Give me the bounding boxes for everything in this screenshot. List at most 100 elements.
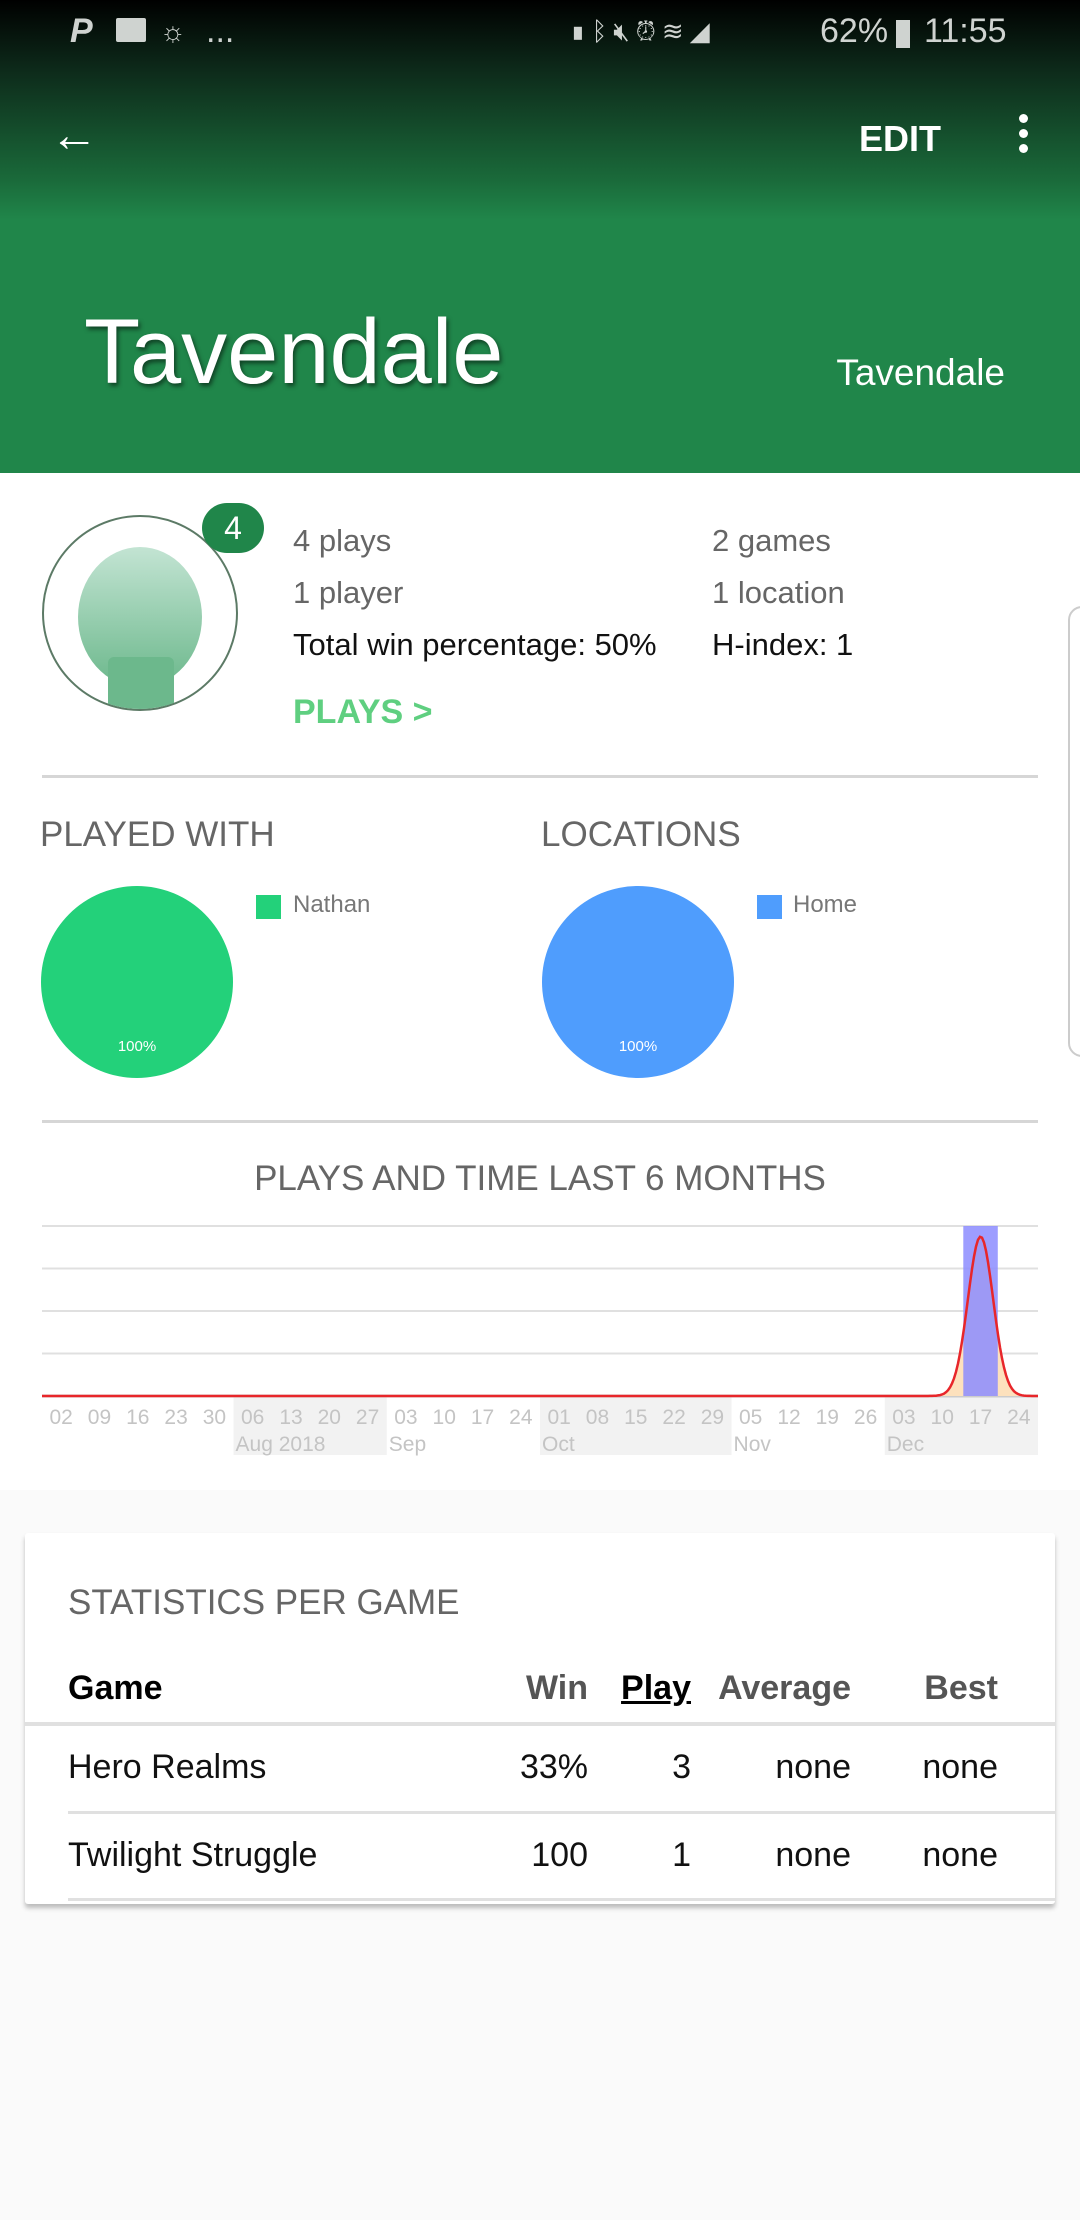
played-with-pie-slice[interactable]: 100% <box>41 886 233 1078</box>
time-area <box>42 1236 1038 1396</box>
more-vert-icon <box>1018 114 1028 153</box>
row-divider <box>68 1811 1055 1814</box>
games-count: 2 games <box>712 523 831 558</box>
battery-saver-icon: ▮ <box>570 16 592 46</box>
x-tick-label: 10 <box>433 1406 456 1429</box>
x-tick-label: 06 <box>241 1406 264 1429</box>
x-tick-label: 08 <box>586 1406 609 1429</box>
play-value: 1 <box>672 1836 691 1874</box>
locations-count: 1 location <box>712 575 845 610</box>
x-tick-label: 26 <box>854 1406 877 1429</box>
avatar <box>42 515 238 711</box>
time-line <box>42 1235 1038 1398</box>
x-tick-label: 01 <box>547 1406 570 1429</box>
divider <box>42 1120 1038 1123</box>
x-tick-label: 03 <box>394 1406 417 1429</box>
battery-icon <box>896 20 910 48</box>
column-header-game[interactable]: Game <box>68 1669 163 1707</box>
table-row[interactable]: Hero Realms 33% 3 none none <box>25 1726 1055 1812</box>
back-arrow-icon: ← <box>50 109 98 162</box>
x-tick-label: 03 <box>892 1406 915 1429</box>
legend-swatch <box>256 895 281 919</box>
page-title: Tavendale <box>84 301 504 403</box>
x-tick-label: 17 <box>969 1406 992 1429</box>
month-label: Nov <box>734 1433 772 1456</box>
play-count-badge: 4 <box>202 503 264 553</box>
row-divider <box>68 1898 1055 1901</box>
play-value: 3 <box>672 1748 691 1786</box>
players-count: 1 player <box>293 575 404 610</box>
average-value: none <box>775 1836 851 1874</box>
battery-level: 62% <box>820 12 889 50</box>
plays-link[interactable]: PLAYS > <box>293 693 433 731</box>
column-header-best[interactable]: Best <box>924 1669 998 1707</box>
statistics-card: STATISTICS PER GAME Game Win Play Averag… <box>25 1533 1055 1904</box>
x-tick-label: 10 <box>931 1406 954 1429</box>
edit-button[interactable]: EDIT <box>859 118 942 159</box>
x-tick-label: 17 <box>471 1406 494 1429</box>
header: P ☼ ... ▮ᛒ🔇︎⏰︎≋◢ 62% 11:55 ← EDIT Tavend… <box>0 0 1080 473</box>
more-options-button[interactable] <box>1008 114 1038 160</box>
x-tick-label: 12 <box>777 1406 800 1429</box>
win-value: 33% <box>519 1748 588 1786</box>
x-tick-label: 15 <box>624 1406 647 1429</box>
win-percentage: Total win percentage: 50% <box>293 627 657 662</box>
best-value: none <box>922 1748 998 1786</box>
chart-title: PLAYS AND TIME LAST 6 MONTHS <box>254 1159 826 1198</box>
locations-pie-slice[interactable]: 100% <box>542 886 734 1078</box>
locations-title: LOCATIONS <box>541 815 741 854</box>
x-tick-label: 19 <box>816 1406 839 1429</box>
plays-bar <box>963 1226 998 1396</box>
win-value: 100 <box>531 1836 588 1874</box>
back-button[interactable]: ← <box>50 108 98 163</box>
legend-label-nathan: Nathan <box>293 891 371 918</box>
x-tick-label: 30 <box>203 1406 226 1429</box>
month-band <box>540 1396 732 1455</box>
pie-slice-label: 100% <box>618 1038 658 1055</box>
pie-slice-label: 100% <box>117 1038 157 1055</box>
x-tick-label: 02 <box>49 1406 72 1429</box>
x-tick-label: 23 <box>164 1406 187 1429</box>
x-tick-label: 24 <box>509 1406 533 1429</box>
bluetooth-icon: ᛒ <box>591 16 614 46</box>
message-icon <box>116 18 146 42</box>
month-band <box>884 1396 1038 1455</box>
statistics-title: STATISTICS PER GAME <box>68 1583 460 1622</box>
played-with-title: PLAYED WITH <box>40 815 275 854</box>
legend-label-home: Home <box>793 891 858 918</box>
clock: 11:55 <box>924 12 1007 50</box>
column-header-play[interactable]: Play <box>621 1669 691 1707</box>
paypal-icon: P <box>70 12 93 50</box>
month-label: Sep <box>389 1433 426 1456</box>
game-name: Hero Realms <box>68 1748 267 1786</box>
x-tick-label: 27 <box>356 1406 379 1429</box>
x-tick-label: 20 <box>318 1406 341 1429</box>
x-tick-label: 13 <box>279 1406 302 1429</box>
column-header-average[interactable]: Average <box>718 1669 851 1707</box>
x-tick-label: 16 <box>126 1406 149 1429</box>
month-label: Oct <box>542 1433 575 1456</box>
month-label: Dec <box>887 1433 924 1456</box>
legend-swatch <box>757 895 782 919</box>
column-header-win[interactable]: Win <box>525 1669 588 1707</box>
table-row[interactable]: Twilight Struggle 100 1 none none <box>25 1814 1055 1900</box>
mute-vibrate-icon: 🔇︎ <box>613 16 636 46</box>
main-content: 4 4 plays 2 games 1 player 1 location To… <box>0 473 1080 1490</box>
weather-icon: ☼ <box>160 16 186 47</box>
h-index: H-index: 1 <box>712 627 854 662</box>
divider <box>42 775 1038 778</box>
x-tick-label: 09 <box>88 1406 111 1429</box>
header-divider <box>25 1722 1055 1726</box>
x-tick-label: 24 <box>1007 1406 1031 1429</box>
month-label: Aug 2018 <box>236 1433 326 1456</box>
game-name: Twilight Struggle <box>68 1836 318 1874</box>
edge-panel-handle[interactable] <box>1068 606 1080 1057</box>
month-band <box>233 1396 387 1455</box>
plays-time-chart: Aug 2018 Sep Oct Nov Dec 02 09 16 23 30 06 13 20 27 03… <box>42 1225 1038 1456</box>
plays-count: 4 plays <box>293 523 392 558</box>
alarm-icon: ⏰︎ <box>635 16 662 46</box>
x-tick-label: 22 <box>662 1406 685 1429</box>
signal-icon: ◢ <box>689 16 716 46</box>
overflow-indicator: ... <box>206 12 235 50</box>
x-tick-label: 05 <box>739 1406 762 1429</box>
